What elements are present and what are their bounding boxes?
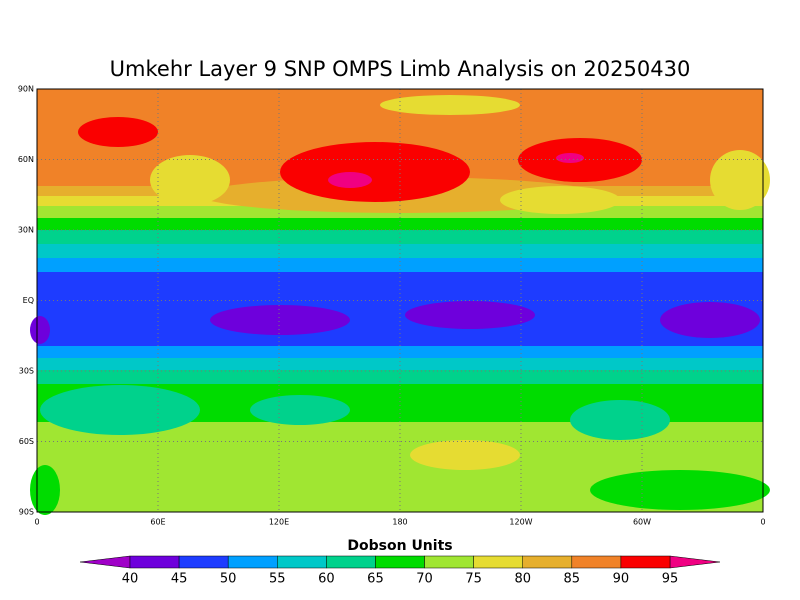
colorbar-label: 45 — [171, 572, 188, 587]
contour-blob — [556, 153, 584, 163]
contour-band — [37, 218, 763, 230]
contour-blob — [30, 316, 50, 344]
colorbar-end — [79, 555, 131, 569]
x-tick-label: 60W — [633, 518, 651, 527]
contour-blob — [710, 150, 770, 210]
contour-blob — [280, 142, 470, 202]
contour-blob — [210, 305, 350, 335]
colorbar-label: 65 — [367, 572, 384, 587]
colorbar-box — [424, 555, 474, 569]
y-tick-label: 30S — [19, 367, 34, 376]
y-tick-label: 60N — [18, 155, 34, 164]
colorbar-box — [129, 555, 180, 569]
y-tick-label: EQ — [23, 296, 34, 305]
colorbar-label: 55 — [269, 572, 286, 587]
x-tick-label: 120E — [269, 518, 289, 527]
colorbar-label: 50 — [220, 572, 237, 587]
contour-blob — [380, 95, 520, 115]
contour-blob — [500, 186, 620, 214]
colorbar-box — [473, 555, 523, 569]
colorbar-label: 60 — [318, 572, 335, 587]
y-tick-label: 90N — [18, 85, 34, 94]
contour-blob — [78, 117, 158, 147]
contour-blob — [570, 400, 670, 440]
contour-blob — [30, 465, 60, 515]
x-tick-label: 180 — [392, 518, 407, 527]
x-tick-label: 0 — [760, 518, 765, 527]
colorbar-label: 95 — [662, 572, 679, 587]
colorbar-label: 75 — [465, 572, 482, 587]
colorbar-end — [669, 555, 721, 569]
contour-blob — [40, 385, 200, 435]
colorbar-label: 40 — [122, 572, 139, 587]
contour-blob — [250, 395, 350, 425]
contour-blob — [328, 172, 372, 188]
colorbar-box — [375, 555, 425, 569]
x-tick-label: 0 — [34, 518, 39, 527]
colorbar-title: Dobson Units — [347, 538, 452, 554]
contour-blob — [405, 301, 535, 329]
contour-band — [37, 244, 763, 258]
colorbar-label: 85 — [564, 572, 581, 587]
x-tick-label: 60E — [150, 518, 165, 527]
contour-blob — [150, 155, 230, 205]
y-tick-label: 90S — [19, 508, 34, 517]
map-frame — [36, 88, 764, 513]
colorbar-box — [522, 555, 573, 569]
x-tick-label: 120W — [509, 518, 532, 527]
colorbar-box — [620, 555, 671, 569]
y-tick-label: 30N — [18, 226, 34, 235]
contour-blob — [660, 302, 760, 338]
colorbar-box — [178, 555, 229, 569]
colorbar: 40 45 50 55 60 65 70 75 80 85 90 95 — [79, 555, 721, 587]
title: Umkehr Layer 9 SNP OMPS Limb Analysis on… — [110, 57, 691, 81]
contour-band — [37, 358, 763, 370]
colorbar-label: 80 — [514, 572, 531, 587]
y-tick-label: 60S — [19, 437, 34, 446]
contour-blob — [590, 470, 770, 510]
colorbar-box — [277, 555, 327, 569]
contour-band — [37, 346, 763, 358]
colorbar-label: 70 — [416, 572, 433, 587]
colorbar-box — [326, 555, 376, 569]
colorbar-label: 90 — [613, 572, 630, 587]
colorbar-box — [571, 555, 622, 569]
colorbar-box — [227, 555, 278, 569]
contour-blob — [410, 440, 520, 470]
